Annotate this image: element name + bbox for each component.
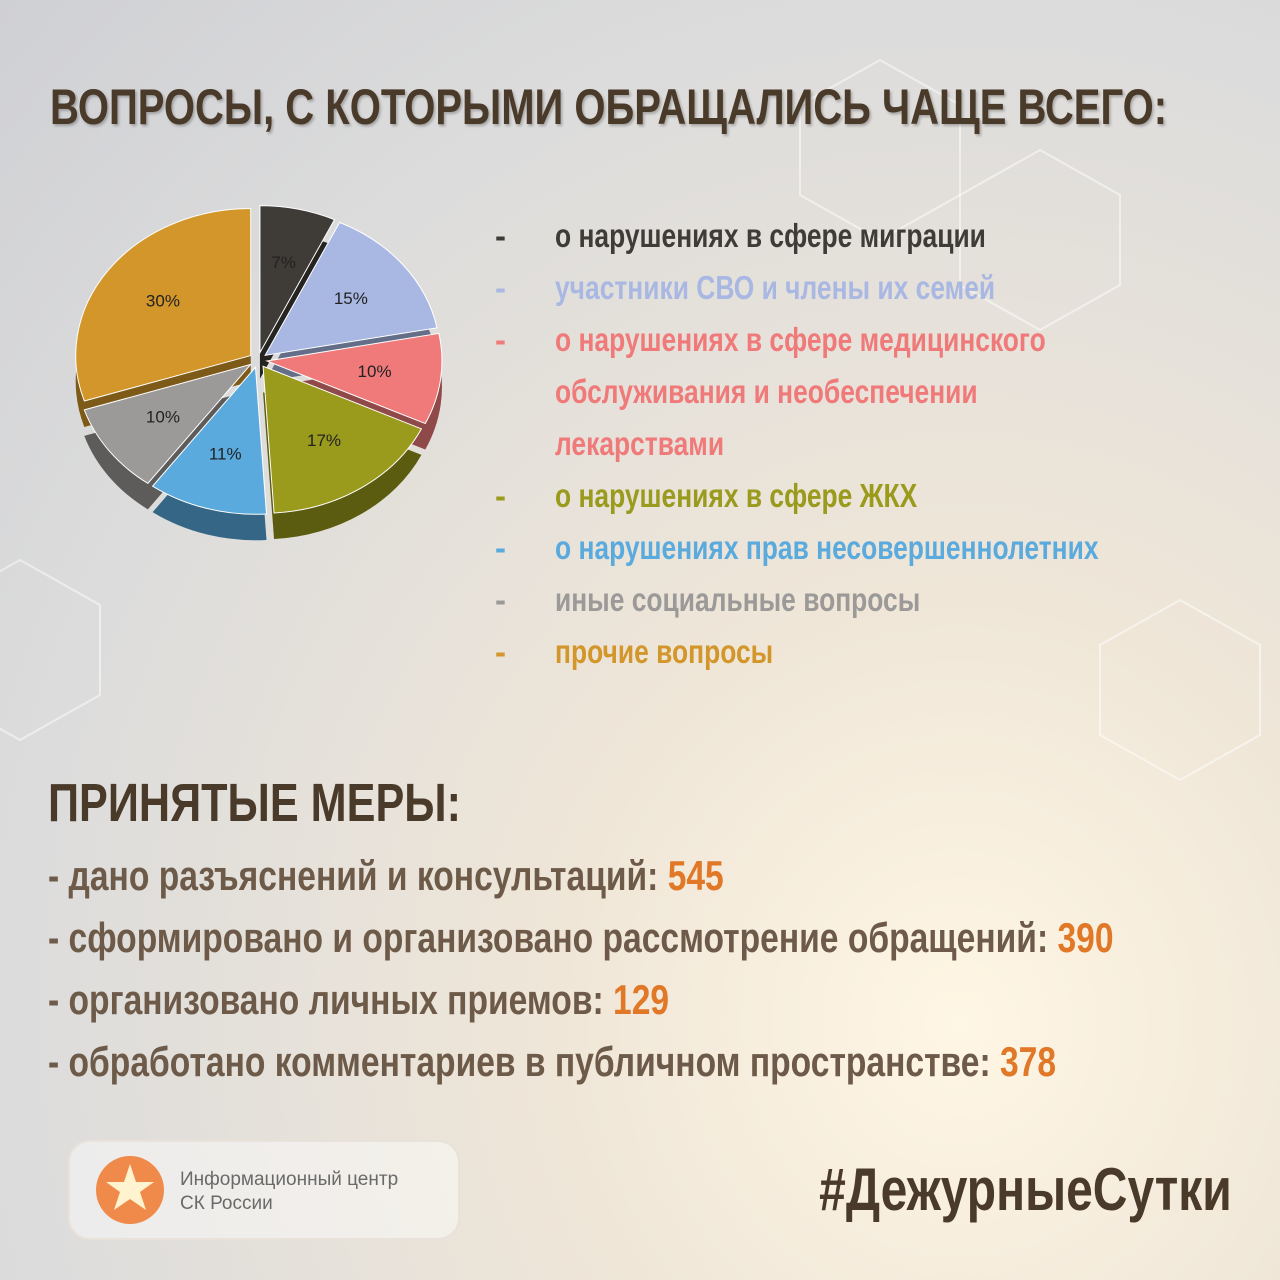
legend-item: - о нарушениях прав несовершеннолетних <box>495 522 1255 574</box>
slice-label: 10% <box>146 407 180 426</box>
measure-text: - дано разъяснений и консультаций: <box>48 852 659 899</box>
measure-item: - обработано комментариев в публичном пр… <box>48 1038 1056 1086</box>
legend-item: - о нарушениях в сфере медицинского обслу… <box>495 314 1255 470</box>
logo-icon <box>96 1156 164 1224</box>
legend-label: о нарушениях прав несовершеннолетних <box>555 529 1099 566</box>
legend-marker: - <box>495 529 506 566</box>
logo-line: СК России <box>180 1193 273 1214</box>
legend-marker: - <box>495 633 506 670</box>
hashtag: #ДежурныеСутки <box>716 1155 1232 1224</box>
hashtag-text: #ДежурныеСутки <box>819 1156 1232 1223</box>
pie-slice <box>259 205 336 355</box>
legend-item: - участники СВО и члены их семей <box>495 262 1255 314</box>
measures-title: ПРИНЯТЫЕ МЕРЫ: <box>48 773 461 833</box>
logo-text: Информационный центр СК России <box>180 1168 398 1216</box>
pie-slice <box>264 221 438 357</box>
measure-text: - организовано личных приемов: <box>48 976 604 1023</box>
pie-slice <box>262 365 423 514</box>
logo-box <box>68 1140 460 1240</box>
pie-slice <box>75 208 252 402</box>
slice-label: 15% <box>334 289 368 308</box>
measure-value: 390 <box>1057 914 1114 961</box>
slice-label: 10% <box>358 362 392 381</box>
measure-text: - сформировано и организовано рассмотрен… <box>48 914 1049 961</box>
measure-value: 129 <box>613 976 670 1023</box>
slice-label: 30% <box>146 291 180 310</box>
pie-slice <box>83 363 253 485</box>
legend-item: - о нарушениях в сфере ЖКХ <box>495 470 1255 522</box>
measure-value: 545 <box>667 852 724 899</box>
pie-slice <box>151 366 268 515</box>
slice-label: 7% <box>271 253 296 272</box>
legend-label: о нарушениях в сфере медицинского обслуж… <box>555 321 1046 462</box>
pie-chart: 7% 15% 10% 17% 11% 10% 30% <box>75 205 443 541</box>
legend-label: прочие вопросы <box>555 633 774 670</box>
legend-marker: - <box>495 321 506 358</box>
measure-text: - обработано комментариев в публичном пр… <box>48 1038 991 1085</box>
legend-label: участники СВО и члены их семей <box>555 269 996 306</box>
legend: - о нарушениях в сфере миграции - участники… <box>495 210 1255 678</box>
pie-slice <box>265 332 443 425</box>
title: ВОПРОСЫ, С КОТОРЫМИ ОБРАЩАЛИСЬ ЧАЩЕ ВСЕГ… <box>50 79 1168 135</box>
legend-item: - прочие вопросы <box>495 626 1255 678</box>
logo-line: Информационный центр <box>180 1169 399 1190</box>
measure-item: - дано разъяснений и консультаций: 545 <box>48 852 724 900</box>
measure-item: - сформировано и организовано рассмотрен… <box>48 914 1114 962</box>
slice-label: 17% <box>307 431 341 450</box>
legend-item: - иные социальные вопросы <box>495 574 1255 626</box>
legend-marker: - <box>495 477 506 514</box>
legend-marker: - <box>495 581 506 618</box>
slice-label: 11% <box>209 444 242 463</box>
legend-item: - о нарушениях в сфере миграции <box>495 210 1255 262</box>
measure-item: - организовано личных приемов: 129 <box>48 976 669 1024</box>
legend-marker: - <box>495 269 506 306</box>
legend-label: о нарушениях в сфере миграции <box>555 217 986 254</box>
legend-marker: - <box>495 217 506 254</box>
measure-value: 378 <box>999 1038 1057 1085</box>
legend-label: иные социальные вопросы <box>555 581 921 618</box>
legend-label: о нарушениях в сфере ЖКХ <box>555 477 918 514</box>
